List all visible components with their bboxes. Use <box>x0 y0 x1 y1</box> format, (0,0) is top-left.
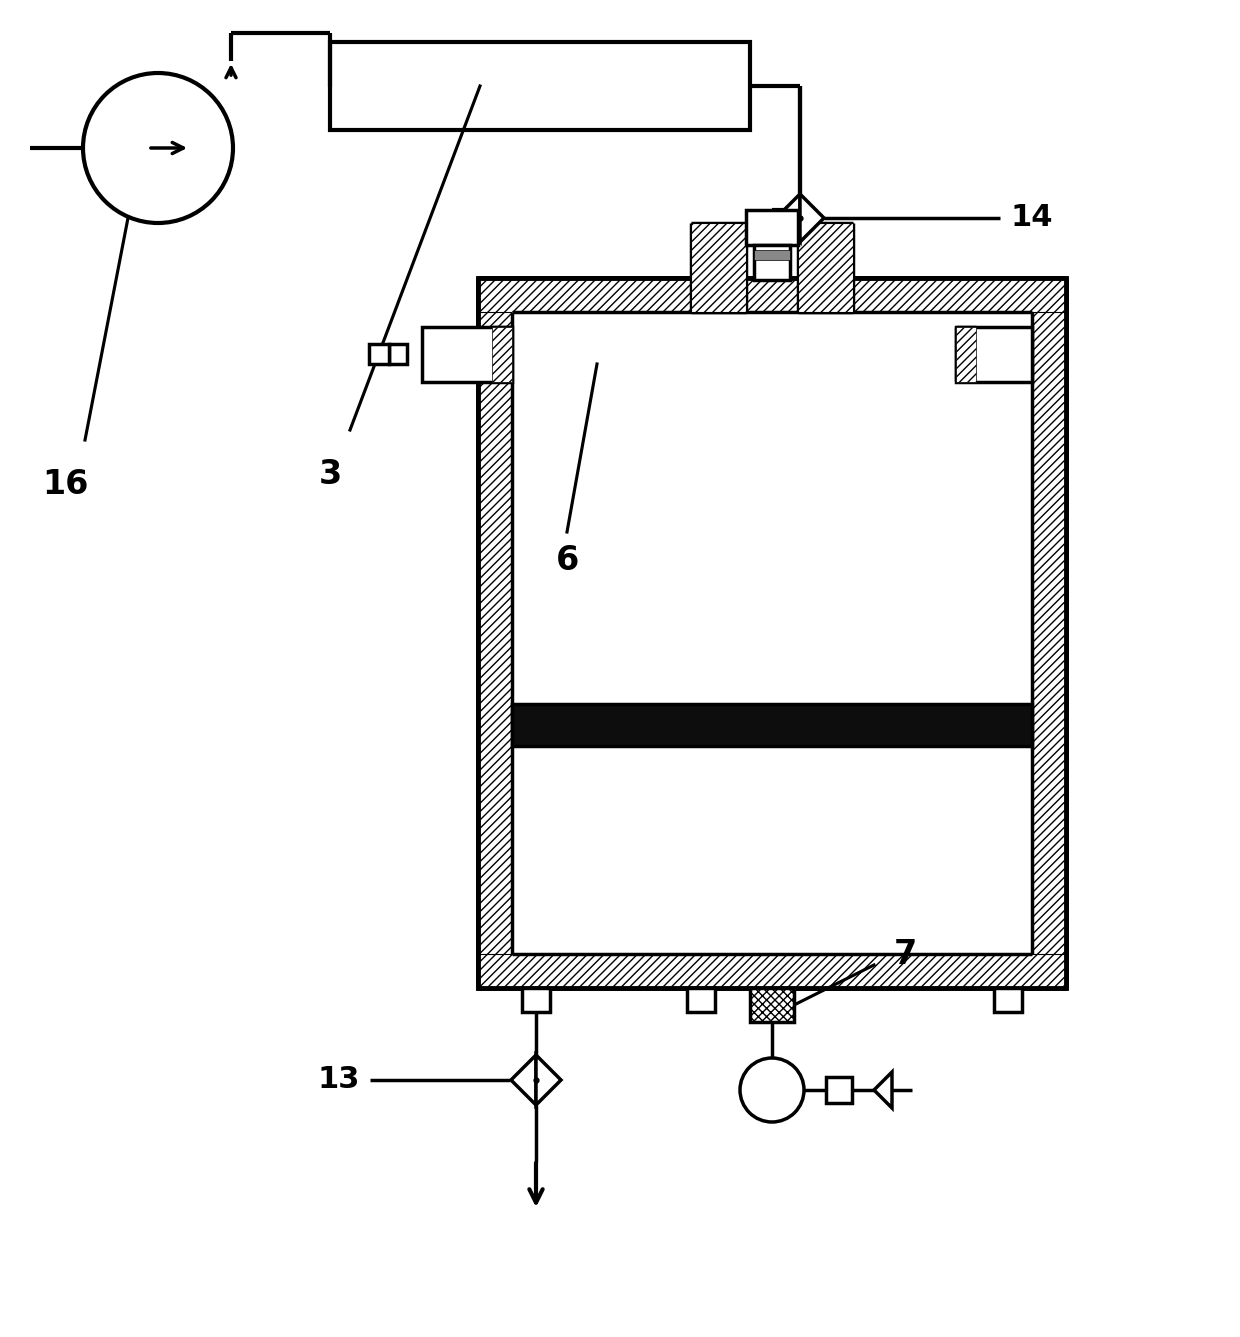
Text: 7: 7 <box>894 939 918 972</box>
Bar <box>492 328 512 382</box>
Bar <box>389 344 407 364</box>
Polygon shape <box>800 194 825 242</box>
Polygon shape <box>511 1055 536 1104</box>
Bar <box>512 705 1032 746</box>
Bar <box>956 328 1032 382</box>
Circle shape <box>83 74 233 223</box>
Bar <box>750 988 794 1021</box>
Bar <box>522 988 551 1012</box>
Bar <box>754 250 790 259</box>
Bar <box>746 210 799 245</box>
Bar <box>754 245 790 279</box>
Bar <box>691 223 746 312</box>
Bar <box>994 988 1022 1012</box>
Bar <box>477 278 1066 312</box>
Text: 3: 3 <box>319 459 342 491</box>
Bar <box>330 41 750 130</box>
Text: 13: 13 <box>317 1066 360 1095</box>
Bar <box>370 344 389 364</box>
Polygon shape <box>536 1055 560 1104</box>
Bar <box>512 312 1032 955</box>
Circle shape <box>740 1058 804 1122</box>
Bar <box>799 223 853 312</box>
Bar <box>477 278 512 988</box>
Polygon shape <box>874 1072 892 1108</box>
Bar <box>826 1078 852 1103</box>
Bar <box>750 988 794 1021</box>
Bar <box>687 988 715 1012</box>
Bar <box>956 328 976 382</box>
Bar <box>422 328 512 382</box>
Polygon shape <box>776 194 800 242</box>
Bar <box>477 955 1066 988</box>
Text: 16: 16 <box>42 468 88 501</box>
Bar <box>477 278 1066 988</box>
Bar <box>1032 278 1066 988</box>
Text: 14: 14 <box>1011 203 1053 233</box>
Text: 6: 6 <box>556 544 579 578</box>
